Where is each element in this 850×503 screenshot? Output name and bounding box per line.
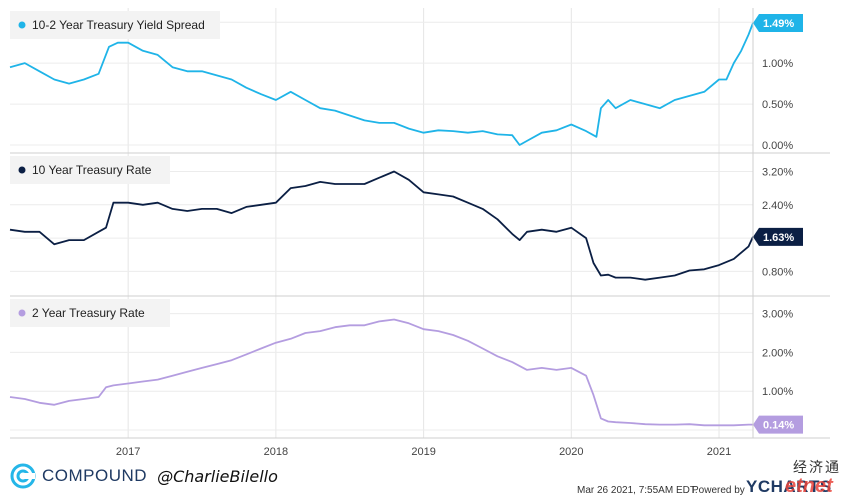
x-tick-label: 2021	[707, 446, 731, 455]
x-tick-label: 2018	[264, 446, 288, 455]
ycharts-logo[interactable]: YCHARTS	[746, 477, 832, 497]
timestamp: Mar 26 2021, 7:55AM EDT.	[577, 485, 698, 496]
last-value-label: 0.14%	[763, 420, 794, 432]
last-value-tag	[753, 415, 803, 434]
x-tick-label: 2019	[411, 446, 435, 455]
legend-box	[10, 156, 170, 184]
y-tick-label: 2.40%	[762, 200, 793, 212]
y-tick-label: 0.50%	[762, 99, 793, 111]
watermark-logo: etnet	[785, 475, 833, 497]
y-tick-label: 1.00%	[762, 386, 793, 398]
y-tick-label: 3.00%	[762, 309, 793, 321]
y-tick-label: 0.00%	[762, 140, 793, 152]
treasury-charts: 201720182019202020210.00%0.50%1.00%1.50%…	[9, 8, 830, 455]
legend-label: 10 Year Treasury Rate	[32, 163, 152, 177]
x-tick-label: 2020	[559, 446, 583, 455]
legend-label: 2 Year Treasury Rate	[32, 306, 145, 320]
footer: COMPOUND @CharlieBilello Mar 26 2021, 7:…	[0, 455, 850, 503]
series-line	[9, 170, 754, 281]
last-value-tag	[753, 14, 803, 33]
y-tick-label: 3.20%	[762, 166, 793, 178]
legend-label: 10-2 Year Treasury Yield Spread	[32, 18, 205, 32]
x-tick-label: 2017	[116, 446, 140, 455]
author-handle[interactable]: @CharlieBilello	[157, 466, 278, 486]
y-tick-label: 1.00%	[762, 58, 793, 70]
last-value-label: 1.49%	[763, 18, 794, 30]
last-value-tag	[753, 227, 803, 246]
powered-by: Powered by	[692, 485, 745, 496]
legend-dot	[18, 21, 26, 29]
last-value-label: 1.63%	[763, 232, 794, 244]
ycharts-rest: CHARTS	[757, 477, 832, 496]
series-line	[9, 318, 753, 427]
legend-box	[10, 299, 170, 327]
legend-dot	[18, 166, 26, 174]
series-line	[9, 22, 754, 146]
y-tick-label: 0.80%	[762, 266, 793, 278]
ycharts-y: Y	[746, 477, 758, 496]
compound-logo-icon	[10, 463, 36, 489]
legend-box	[10, 11, 220, 39]
watermark-chinese: 经济通	[793, 460, 841, 476]
legend-dot	[18, 309, 26, 317]
brand-name: COMPOUND	[42, 466, 148, 485]
compound-brand[interactable]: COMPOUND @CharlieBilello	[10, 463, 278, 489]
y-tick-label: 2.00%	[762, 347, 793, 359]
